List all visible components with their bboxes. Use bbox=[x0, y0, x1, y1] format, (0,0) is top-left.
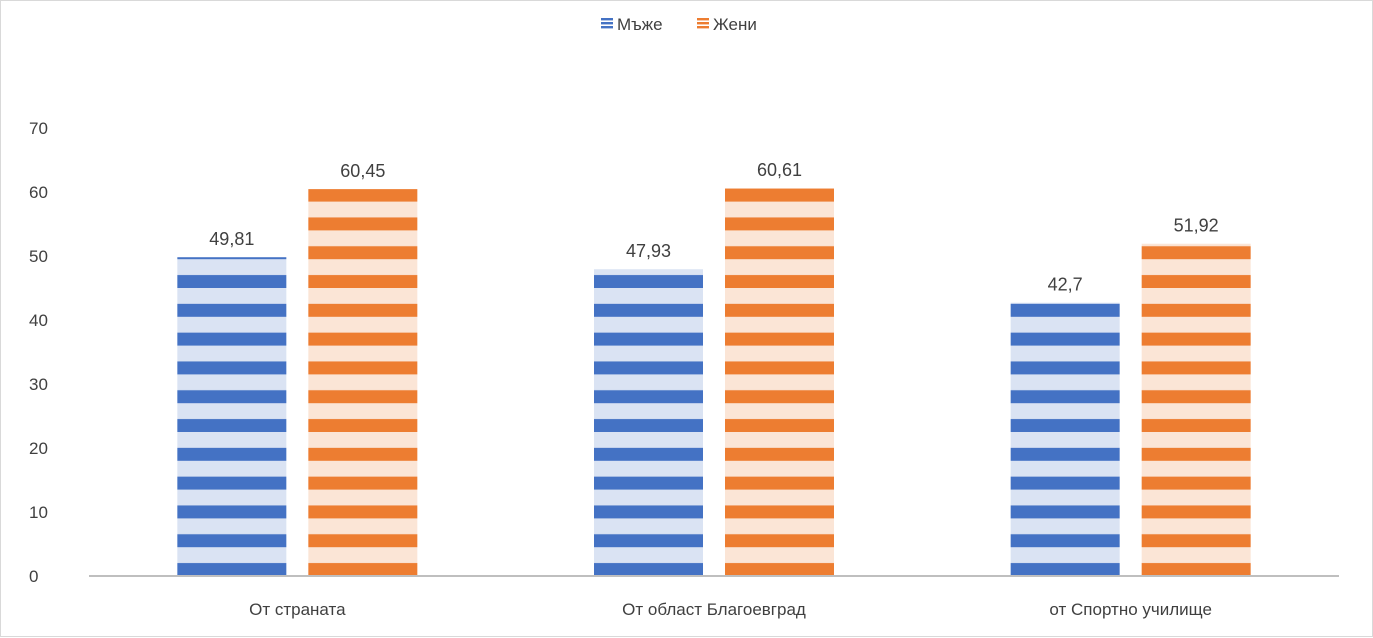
bar-women-1 bbox=[308, 189, 418, 576]
legend: Мъже Жени bbox=[601, 15, 757, 34]
x-category-label: От област Благоевград bbox=[622, 600, 806, 619]
y-tick-label: 20 bbox=[29, 439, 48, 458]
data-label: 60,45 bbox=[340, 161, 385, 181]
x-category-label: от Спортно училище bbox=[1049, 600, 1211, 619]
legend-label: Жени bbox=[713, 15, 757, 34]
y-tick-label: 10 bbox=[29, 503, 48, 522]
legend-item-2: Жени bbox=[697, 15, 757, 34]
data-labels: 49,81 60,45 47,93 60,61 42,7 51,92 bbox=[209, 160, 1218, 295]
legend-swatch bbox=[601, 18, 613, 29]
y-tick-label: 70 bbox=[29, 119, 48, 138]
y-tick-label: 0 bbox=[29, 567, 38, 586]
x-axis: От страната От област Благоевград от Спорт… bbox=[89, 575, 1339, 619]
bars bbox=[177, 188, 1251, 576]
data-label: 49,81 bbox=[209, 229, 254, 249]
y-tick-label: 30 bbox=[29, 375, 48, 394]
legend-label: Мъже bbox=[617, 15, 663, 34]
data-label: 51,92 bbox=[1174, 216, 1219, 236]
bar-women-3 bbox=[1141, 243, 1251, 576]
data-label: 42,7 bbox=[1048, 275, 1083, 295]
x-category-label: От страната bbox=[249, 600, 346, 619]
y-tick-label: 60 bbox=[29, 183, 48, 202]
bar-men-3 bbox=[1010, 302, 1120, 576]
data-label: 60,61 bbox=[757, 160, 802, 180]
y-tick-label: 50 bbox=[29, 247, 48, 266]
bar-men-1 bbox=[177, 257, 287, 576]
legend-swatch bbox=[697, 18, 709, 29]
bar-men-2 bbox=[594, 269, 703, 576]
y-tick-label: 40 bbox=[29, 311, 48, 330]
bar-women-2 bbox=[725, 188, 834, 576]
legend-item-1: Мъже bbox=[601, 15, 663, 34]
data-label: 47,93 bbox=[626, 241, 671, 261]
y-axis: 0 10 20 30 40 50 60 70 bbox=[29, 119, 48, 586]
